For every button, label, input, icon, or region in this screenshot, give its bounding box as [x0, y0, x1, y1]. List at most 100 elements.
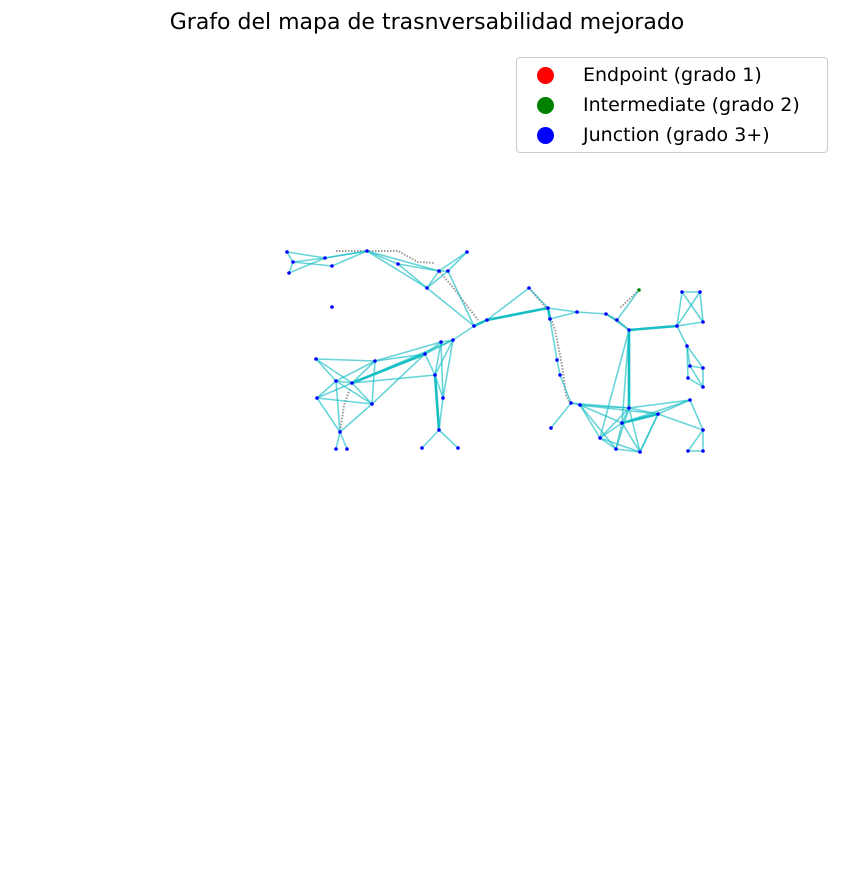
- junction-node: [686, 376, 690, 380]
- graph-edge: [434, 341, 442, 376]
- junction-node: [465, 250, 469, 254]
- graph-edge: [628, 399, 691, 409]
- graph-edge: [288, 261, 294, 274]
- graph-edge: [549, 318, 558, 361]
- legend-entry-junction: Junction (grado 3+): [517, 120, 827, 150]
- junction-node: [680, 290, 684, 294]
- graph-edge: [288, 257, 326, 274]
- junction-node: [285, 250, 289, 254]
- graph-edges: [286, 250, 704, 453]
- graph-nodes: [285, 249, 705, 454]
- graph-edge: [286, 251, 294, 263]
- graph-edge: [676, 291, 683, 327]
- graph-edge: [556, 359, 561, 376]
- junction-node: [373, 359, 377, 363]
- junction-node: [323, 256, 327, 260]
- junction-node: [472, 324, 476, 328]
- graph-edge: [549, 311, 578, 320]
- junction-node: [287, 271, 291, 275]
- junction-node: [338, 430, 342, 434]
- graph-edge-main: [486, 306, 549, 322]
- graph-edge: [324, 250, 368, 259]
- graph-edge-main: [433, 374, 441, 431]
- graph-edge: [599, 329, 630, 439]
- junction-node: [456, 446, 460, 450]
- intermediate-marker-icon: [537, 97, 554, 114]
- graph-edge: [686, 345, 689, 379]
- graph-edge: [292, 261, 333, 267]
- graph-edge: [316, 380, 337, 399]
- graph-edge: [599, 407, 630, 439]
- junction-node: [370, 402, 374, 406]
- graph-edge: [351, 374, 436, 384]
- junction-node: [627, 406, 631, 410]
- graph-edge: [447, 251, 468, 272]
- graph-edge: [316, 397, 341, 433]
- graph-edge: [687, 429, 704, 452]
- junction-node: [345, 447, 349, 451]
- graph-edge: [339, 431, 348, 450]
- junction-node: [701, 366, 705, 370]
- graph-edge: [615, 407, 630, 450]
- legend: Endpoint (grado 1) Intermediate (grado 2…: [516, 57, 828, 153]
- graph-edge: [335, 360, 376, 382]
- legend-label-junction: Junction (grado 3+): [583, 124, 770, 146]
- graph-edge: [438, 429, 459, 449]
- junction-node: [485, 318, 489, 322]
- junction-node: [315, 396, 319, 400]
- junction-node: [425, 286, 429, 290]
- junction-node: [527, 286, 531, 290]
- graph-edge: [371, 360, 376, 405]
- skeleton-path: [547, 309, 572, 406]
- graph-edge: [331, 250, 368, 267]
- junction-marker-icon: [537, 127, 554, 144]
- graph-edge-main: [351, 352, 426, 385]
- graph-edge: [316, 397, 373, 405]
- junction-node: [688, 364, 692, 368]
- graph-edge: [335, 380, 341, 433]
- graph-edge: [676, 291, 701, 327]
- graph-edge: [421, 429, 440, 449]
- graph-edge: [366, 250, 428, 289]
- skeleton-path: [336, 250, 436, 264]
- junction-node: [627, 328, 631, 332]
- junction-node: [433, 373, 437, 377]
- legend-label-intermediate: Intermediate (grado 2): [583, 94, 800, 116]
- junction-node: [558, 373, 562, 377]
- junction-node: [365, 249, 369, 253]
- graph-edge: [559, 374, 572, 404]
- graph-edge: [286, 251, 326, 259]
- graph-edge: [447, 270, 475, 327]
- graph-edge: [689, 399, 704, 431]
- junction-node: [614, 447, 618, 451]
- graph-edge: [579, 404, 659, 415]
- junction-node: [701, 385, 705, 389]
- junction-node: [686, 449, 690, 453]
- graph-edge: [315, 358, 376, 362]
- graph-edge: [424, 353, 436, 376]
- junction-node: [638, 450, 642, 454]
- graph-edge: [426, 287, 475, 327]
- legend-label-endpoint: Endpoint (grado 1): [583, 64, 762, 86]
- graph-edge: [452, 325, 475, 341]
- junction-node: [314, 357, 318, 361]
- graph-edge: [315, 358, 353, 384]
- graph-edge-main: [473, 318, 488, 328]
- junction-node: [441, 396, 445, 400]
- graph-edge: [605, 313, 630, 331]
- graph-edge: [628, 407, 641, 453]
- graph-edge: [335, 431, 341, 450]
- graph-edge: [599, 437, 641, 453]
- intermediate-node: [637, 288, 641, 292]
- junction-node: [291, 260, 295, 264]
- graph-edge: [689, 365, 704, 369]
- junction-node: [656, 412, 660, 416]
- graph-edge: [339, 403, 373, 433]
- junction-node: [604, 312, 608, 316]
- graph-edge: [699, 291, 704, 323]
- graph-edge: [550, 402, 572, 429]
- graph-edge: [351, 382, 373, 405]
- graph-edge: [397, 263, 428, 289]
- junction-node: [615, 318, 619, 322]
